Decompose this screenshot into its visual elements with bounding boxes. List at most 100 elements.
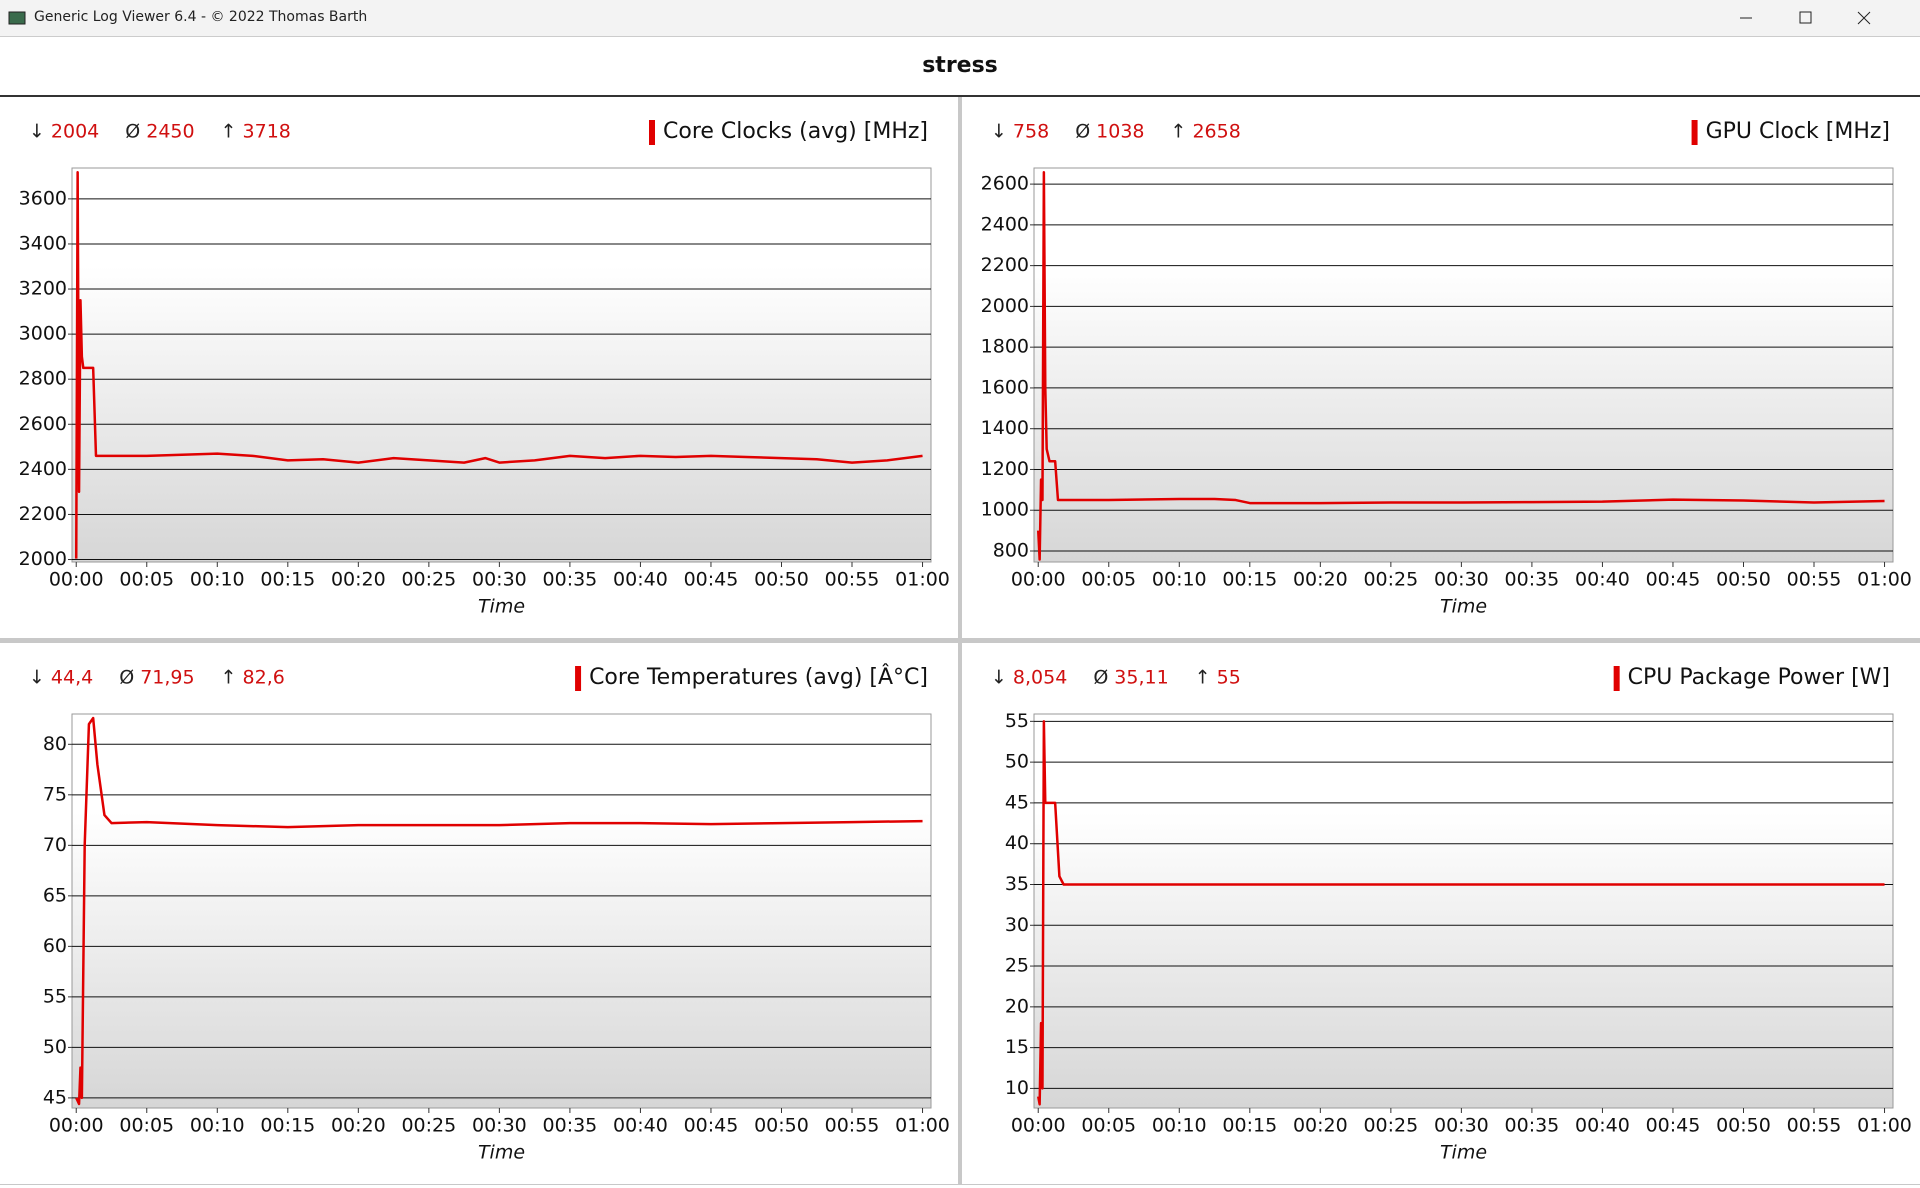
plot-area (1033, 713, 1894, 1109)
y-tick-label: 25 (1005, 955, 1029, 977)
x-tick-label: 00:30 (472, 1115, 527, 1137)
x-axis-label: Time (478, 1142, 525, 1164)
stat-symbol: Ø (125, 121, 140, 143)
x-tick-label: 00:45 (1646, 569, 1701, 591)
y-tick-label: 20 (1005, 995, 1029, 1017)
x-tick-label: 00:55 (1787, 569, 1842, 591)
stat-value: 2658 (1192, 121, 1240, 143)
data-line (74, 171, 923, 559)
plot-area (1033, 167, 1894, 563)
y-tick-label: 10 (1005, 1077, 1029, 1099)
x-tick-label: 01:00 (895, 1115, 950, 1137)
data-line (1036, 171, 1885, 561)
x-tick-label: 00:00 (49, 569, 104, 591)
chart: ↓ 2004 Ø 2450 ↑ 3718 Core Clocks (avg) [MHz] 20… (19, 119, 950, 618)
x-tick-label: 00:25 (401, 1115, 456, 1137)
x-tick-label: 00:00 (1011, 1115, 1066, 1137)
y-tick-label: 65 (43, 884, 67, 906)
x-tick-label: 00:40 (613, 1115, 668, 1137)
chart-title: GPU Clock [MHz] (1706, 119, 1890, 144)
x-tick-label: 00:10 (1152, 1115, 1207, 1137)
x-tick-label: 00:25 (401, 569, 456, 591)
y-tick-label: 50 (1005, 751, 1029, 773)
x-tick-label: 00:00 (1011, 569, 1066, 591)
y-tick-label: 35 (1005, 873, 1029, 895)
stat-symbol: ↑ (1171, 121, 1187, 143)
chart: ↓ 44,4 Ø 71,95 ↑ 82,6 Core Temperatures (avg) … (29, 664, 950, 1164)
x-tick-label: 00:30 (1434, 569, 1489, 591)
x-tick-label: 00:40 (613, 569, 668, 591)
chart-panel: ↓ 8,054 Ø 35,11 ↑ 55 CPU Package Power [W] 10 15… (962, 643, 1920, 1184)
y-tick-label: 800 (993, 539, 1029, 561)
y-tick-label: 2400 (19, 458, 67, 480)
y-tick-label: 1000 (981, 499, 1029, 521)
stat-value: 35,11 (1114, 667, 1168, 689)
stat-value: 71,95 (140, 667, 194, 689)
y-tick-label: 1600 (981, 376, 1029, 398)
chart-title: CPU Package Power [W] (1628, 665, 1890, 690)
x-tick-label: 00:20 (1293, 1115, 1348, 1137)
chart-title: Core Clocks (avg) [MHz] (663, 119, 928, 144)
y-tick-label: 40 (1005, 832, 1029, 854)
y-tick-label: 80 (43, 733, 67, 755)
x-tick-label: 00:10 (190, 1115, 245, 1137)
plot-area (71, 713, 932, 1109)
x-tick-label: 01:00 (1857, 569, 1912, 591)
stat-value: 44,4 (51, 667, 93, 689)
x-tick-label: 00:30 (1434, 1115, 1489, 1137)
x-tick-label: 00:55 (825, 1115, 880, 1137)
x-tick-label: 00:15 (1222, 1115, 1277, 1137)
x-tick-label: 01:00 (895, 569, 950, 591)
x-tick-label: 00:10 (190, 569, 245, 591)
x-tick-label: 00:35 (1505, 1115, 1560, 1137)
x-tick-label: 01:00 (1857, 1115, 1912, 1137)
stat-value: 2450 (146, 121, 194, 143)
maximize[interactable] (1799, 11, 1812, 24)
y-tick-label: 55 (43, 985, 67, 1007)
x-tick-label: 00:40 (1575, 569, 1630, 591)
x-axis-label: Time (478, 596, 525, 618)
stat-symbol: Ø (119, 667, 134, 689)
y-tick-label: 70 (43, 834, 67, 856)
y-tick-label: 45 (43, 1086, 67, 1108)
x-tick-label: 00:50 (754, 1115, 809, 1137)
y-tick-label: 15 (1005, 1036, 1029, 1058)
y-tick-label: 1800 (981, 336, 1029, 358)
y-tick-label: 2000 (19, 548, 67, 570)
stat-value: 55 (1217, 667, 1241, 689)
title-bar: Generic Log Viewer 6.4 - © 2022 Thomas B… (0, 0, 1920, 37)
y-tick-label: 2600 (19, 413, 67, 435)
x-axis-label: Time (1440, 596, 1487, 618)
y-tick-label: 2800 (19, 368, 67, 390)
x-tick-label: 00:50 (1716, 1115, 1771, 1137)
x-tick-label: 00:05 (1081, 1115, 1136, 1137)
stat-symbol: ↓ (991, 121, 1007, 143)
window-controls[interactable] (1720, 0, 1920, 36)
x-tick-label: 00:55 (1787, 1115, 1842, 1137)
app-icon (8, 11, 26, 25)
y-tick-label: 55 (1005, 710, 1029, 732)
panel-grid: ↓ 2004 Ø 2450 ↑ 3718 Core Clocks (avg) [MHz] 20… (0, 97, 1920, 1185)
y-tick-label: 60 (43, 935, 67, 957)
x-tick-label: 00:55 (825, 569, 880, 591)
title-marker (1691, 120, 1698, 145)
y-tick-label: 50 (43, 1036, 67, 1058)
title-marker (575, 666, 582, 691)
y-tick-label: 30 (1005, 914, 1029, 936)
x-tick-label: 00:35 (1505, 569, 1560, 591)
y-tick-label: 3200 (19, 278, 67, 300)
y-tick-label: 2200 (19, 503, 67, 525)
data-line (1037, 720, 1885, 1106)
close[interactable] (1857, 11, 1871, 25)
chart-title: Core Temperatures (avg) [Â°C] (589, 664, 928, 690)
x-tick-label: 00:25 (1363, 569, 1418, 591)
title-marker (1613, 666, 1620, 691)
x-tick-label: 00:00 (49, 1115, 104, 1137)
x-tick-label: 00:30 (472, 569, 527, 591)
x-tick-label: 00:50 (754, 569, 809, 591)
x-axis-label: Time (1440, 1142, 1487, 1164)
x-tick-label: 00:15 (260, 569, 315, 591)
window-title: Generic Log Viewer 6.4 - © 2022 Thomas B… (34, 9, 368, 25)
y-tick-label: 1200 (981, 458, 1029, 480)
